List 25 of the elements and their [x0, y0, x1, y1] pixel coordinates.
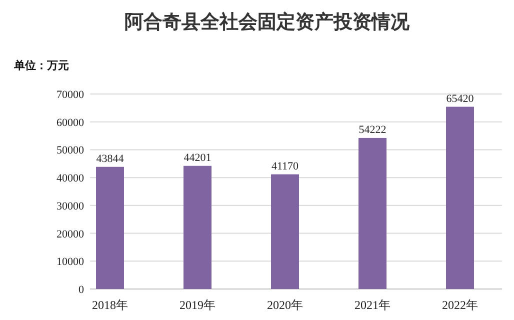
data-label: 41170	[271, 160, 300, 172]
y-tick-label: 60000	[56, 116, 84, 129]
y-tick-label: 0	[78, 284, 84, 296]
x-tick-label: 2018年	[92, 298, 128, 312]
chart-title: 阿合奇县全社会固定资产投资情况	[124, 11, 410, 33]
bar	[358, 138, 386, 289]
y-tick-label: 10000	[56, 256, 84, 268]
bar	[446, 106, 474, 289]
x-tick-label: 2021年	[354, 298, 390, 312]
data-label: 44201	[184, 152, 212, 164]
y-axis-title: 单位：万元	[13, 59, 69, 72]
bar	[184, 166, 212, 289]
y-tick-label: 70000	[56, 89, 84, 101]
data-label: 65420	[446, 92, 474, 105]
x-tick-label: 2020年	[267, 298, 303, 312]
x-tick-label: 2022年	[442, 298, 478, 312]
y-tick-label: 20000	[56, 228, 84, 240]
bar	[271, 174, 299, 289]
y-tick-label: 30000	[56, 200, 84, 212]
bar	[96, 166, 124, 289]
data-label: 43844	[96, 152, 124, 165]
y-tick-label: 50000	[56, 144, 84, 157]
y-tick-label: 40000	[56, 172, 84, 185]
data-label: 54222	[358, 124, 386, 136]
x-tick-label: 2019年	[180, 298, 216, 312]
